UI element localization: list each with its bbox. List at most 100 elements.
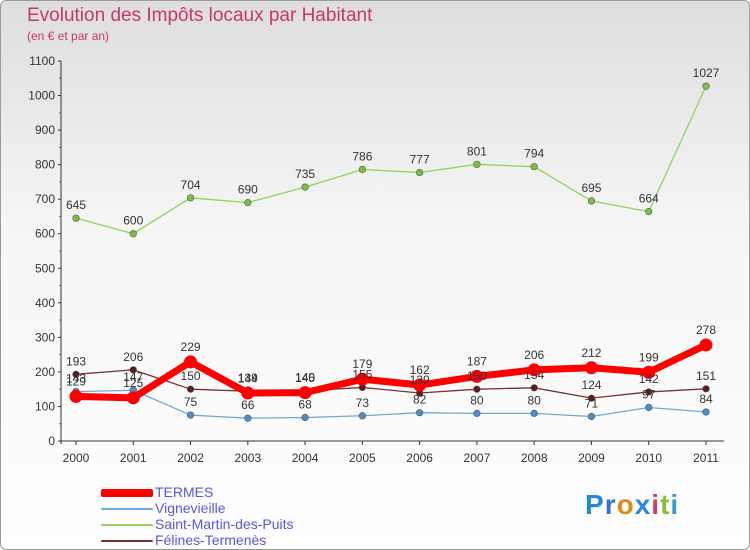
x-tick-label: 2006 bbox=[406, 451, 433, 465]
data-point-felines-termenes bbox=[645, 388, 653, 396]
logo-letter: t bbox=[660, 489, 671, 520]
data-label-vignevieille: 75 bbox=[184, 395, 198, 409]
x-tick-label: 2005 bbox=[349, 451, 376, 465]
data-label-felines-termenes: 154 bbox=[524, 368, 544, 382]
y-tick-label: 400 bbox=[35, 296, 55, 310]
data-point-vignevieille bbox=[416, 409, 424, 417]
data-point-saint-martin-des-puits bbox=[301, 183, 309, 191]
y-tick-label: 800 bbox=[35, 158, 55, 172]
data-point-vignevieille bbox=[301, 413, 309, 422]
data-point-vignevieille bbox=[244, 414, 252, 422]
proxiti-logo: Proxiti bbox=[585, 489, 679, 521]
data-label-felines-termenes: 124 bbox=[581, 378, 601, 392]
data-label-saint-martin-des-puits: 645 bbox=[66, 198, 86, 212]
data-point-felines-termenes bbox=[702, 385, 710, 393]
data-point-saint-martin-des-puits bbox=[72, 214, 80, 222]
data-label-vignevieille: 84 bbox=[699, 392, 713, 406]
legend-swatch-termes bbox=[101, 489, 153, 497]
data-label-termes: 278 bbox=[696, 323, 716, 337]
chart-title: Evolution des Impôts locaux par Habitant bbox=[27, 5, 373, 26]
data-point-saint-martin-des-puits bbox=[702, 82, 710, 90]
y-tick-label: 100 bbox=[35, 399, 55, 413]
data-label-termes: 129 bbox=[66, 374, 86, 388]
x-tick-label: 2003 bbox=[234, 451, 261, 465]
data-point-saint-martin-des-puits bbox=[473, 160, 481, 168]
data-label-termes: 212 bbox=[581, 346, 601, 360]
data-label-saint-martin-des-puits: 801 bbox=[467, 144, 487, 158]
logo-letter: r bbox=[604, 489, 617, 520]
x-tick-label: 2007 bbox=[464, 451, 491, 465]
data-label-termes: 139 bbox=[238, 371, 258, 385]
data-point-termes bbox=[355, 372, 369, 386]
data-label-saint-martin-des-puits: 786 bbox=[352, 149, 372, 163]
data-label-vignevieille: 71 bbox=[585, 396, 599, 410]
data-label-saint-martin-des-puits: 704 bbox=[181, 178, 201, 192]
data-label-felines-termenes: 144 bbox=[238, 371, 258, 385]
legend-swatch-vignevieille bbox=[101, 508, 153, 510]
x-tick-label: 2001 bbox=[120, 451, 147, 465]
y-tick-label: 0 bbox=[48, 434, 55, 448]
data-point-termes bbox=[527, 363, 541, 377]
data-label-saint-martin-des-puits: 695 bbox=[581, 181, 601, 195]
data-point-termes bbox=[126, 391, 140, 405]
data-point-saint-martin-des-puits bbox=[358, 165, 366, 174]
data-label-termes: 140 bbox=[295, 371, 315, 385]
data-label-felines-termenes: 142 bbox=[639, 372, 659, 386]
legend-label-vignevieille: Vignevieille bbox=[155, 500, 226, 516]
y-tick-label: 1000 bbox=[28, 89, 55, 103]
data-point-saint-martin-des-puits bbox=[530, 163, 538, 171]
data-point-termes bbox=[699, 338, 713, 352]
x-tick-label: 2011 bbox=[693, 451, 719, 465]
series-line-saint-martin-des-puits bbox=[75, 85, 707, 235]
y-tick-label: 700 bbox=[35, 192, 55, 206]
data-label-vignevieille: 82 bbox=[413, 393, 427, 407]
data-point-felines-termenes bbox=[186, 385, 195, 393]
series-layer bbox=[69, 82, 713, 422]
chart-subtitle: (en € et par an) bbox=[27, 29, 110, 43]
data-label-vignevieille: 80 bbox=[470, 393, 484, 407]
logo-letter: i bbox=[651, 489, 661, 520]
data-label-termes: 125 bbox=[123, 376, 143, 390]
data-label-saint-martin-des-puits: 600 bbox=[123, 214, 143, 228]
data-label-felines-termenes: 150 bbox=[181, 369, 201, 383]
data-label-termes: 199 bbox=[639, 350, 659, 364]
data-label-vignevieille: 68 bbox=[298, 398, 312, 412]
data-point-felines-termenes bbox=[473, 385, 481, 393]
data-point-termes bbox=[413, 378, 427, 392]
chart-axes: 0 100 200 300 400 500 600 700 800 900 1000 1100 2000… bbox=[28, 54, 724, 465]
data-label-felines-termenes: 206 bbox=[123, 350, 143, 364]
y-tick-label: 600 bbox=[35, 227, 55, 241]
series-line-felines-termenes bbox=[75, 369, 707, 399]
x-tick-label: 2004 bbox=[292, 451, 319, 465]
data-label-vignevieille: 73 bbox=[356, 396, 370, 410]
data-label-vignevieille: 80 bbox=[528, 393, 542, 407]
data-point-termes bbox=[298, 386, 312, 400]
y-tick-label: 300 bbox=[35, 330, 55, 344]
data-label-felines-termenes: 155 bbox=[352, 367, 372, 381]
x-tick-label: 2000 bbox=[63, 451, 90, 465]
legend-label-felines: Félines-Termenès bbox=[155, 532, 267, 548]
data-point-vignevieille bbox=[587, 412, 596, 421]
data-label-felines-termenes: 139 bbox=[410, 373, 430, 387]
x-tick-label: 2008 bbox=[521, 451, 548, 465]
data-label-vignevieille: 143 bbox=[66, 372, 86, 386]
data-point-vignevieille bbox=[645, 403, 653, 412]
data-point-vignevieille bbox=[186, 411, 195, 419]
data-point-saint-martin-des-puits bbox=[129, 230, 137, 238]
data-point-termes bbox=[241, 386, 255, 400]
x-tick-label: 2009 bbox=[578, 451, 605, 465]
data-label-felines-termenes: 193 bbox=[66, 354, 86, 368]
data-point-felines-termenes bbox=[72, 370, 80, 378]
data-label-vignevieille: 97 bbox=[642, 387, 656, 401]
series-line-termes bbox=[72, 341, 710, 402]
data-label-termes: 229 bbox=[181, 340, 201, 354]
data-label-termes: 187 bbox=[467, 354, 487, 368]
data-point-felines-termenes bbox=[530, 384, 538, 392]
logo-letter: x bbox=[634, 489, 652, 520]
data-label-saint-martin-des-puits: 664 bbox=[639, 192, 659, 206]
data-label-vignevieille: 66 bbox=[241, 398, 255, 412]
data-point-felines-termenes bbox=[129, 366, 137, 374]
legend-label-saint-martin: Saint-Martin-des-Puits bbox=[155, 516, 294, 532]
series-line-vignevieille bbox=[75, 389, 707, 419]
